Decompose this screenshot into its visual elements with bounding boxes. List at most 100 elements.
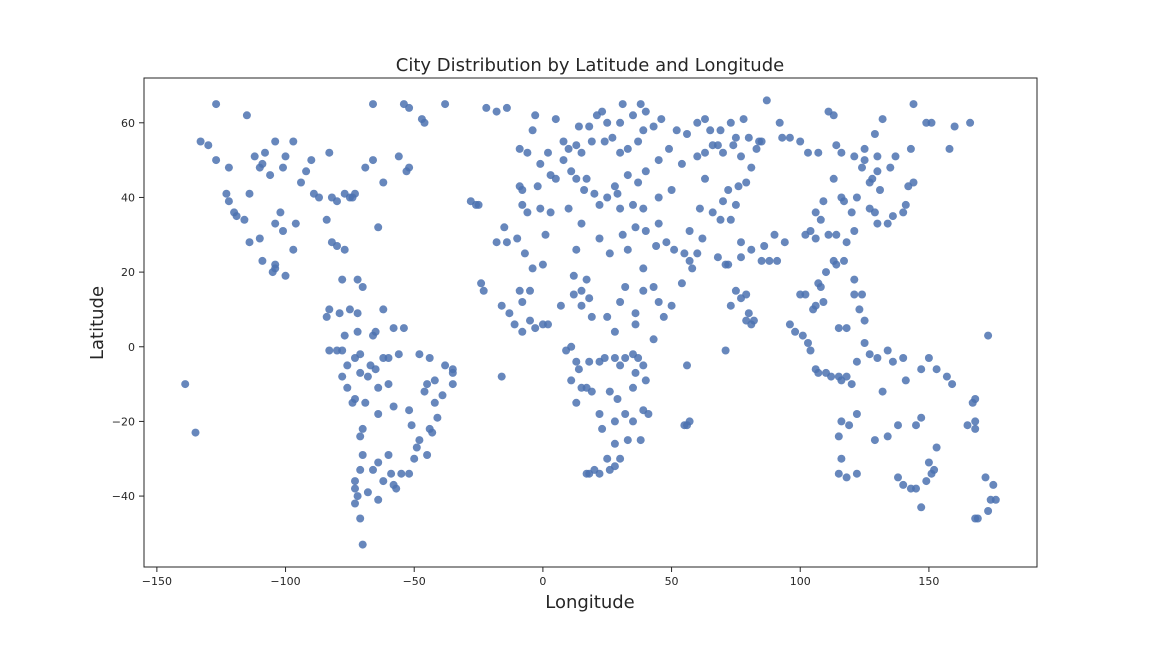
data-point	[482, 103, 491, 112]
data-point	[567, 167, 576, 176]
data-point	[829, 111, 838, 120]
data-point	[888, 357, 897, 366]
data-point	[701, 115, 709, 124]
data-point	[860, 316, 869, 325]
data-point	[289, 245, 298, 254]
data-point	[271, 260, 280, 269]
data-point	[827, 372, 836, 381]
data-point	[307, 156, 316, 165]
data-point	[634, 178, 643, 187]
data-point	[883, 432, 892, 441]
points-layer	[181, 96, 1000, 549]
data-point	[927, 118, 936, 127]
data-point	[551, 115, 560, 124]
data-point	[405, 406, 414, 415]
data-point	[502, 238, 511, 247]
data-point	[559, 156, 568, 165]
data-point	[369, 100, 377, 109]
data-point	[693, 152, 702, 161]
data-point	[878, 115, 887, 124]
data-point	[379, 477, 388, 486]
data-point	[860, 339, 869, 347]
data-point	[289, 137, 298, 146]
data-point	[374, 383, 383, 392]
data-point	[276, 208, 285, 217]
data-point	[654, 156, 663, 165]
data-point	[358, 424, 367, 433]
data-point	[731, 286, 740, 295]
data-point	[850, 275, 859, 284]
data-point	[613, 395, 622, 403]
data-point	[577, 148, 586, 157]
data-point	[739, 115, 748, 124]
data-point	[713, 253, 722, 262]
data-point	[567, 376, 576, 385]
data-point	[623, 144, 632, 153]
data-point	[816, 215, 825, 224]
data-point	[747, 245, 756, 254]
data-point	[600, 354, 609, 362]
data-point	[340, 331, 349, 340]
data-point	[261, 148, 269, 157]
y-tick-label: 40	[121, 191, 135, 204]
data-point	[603, 118, 612, 127]
data-point	[361, 398, 370, 407]
data-point	[356, 465, 365, 474]
data-point	[325, 148, 334, 157]
data-point	[685, 227, 694, 235]
data-point	[492, 238, 501, 247]
data-point	[909, 100, 918, 109]
data-point	[577, 301, 586, 310]
data-point	[569, 290, 578, 299]
data-point	[721, 346, 730, 355]
data-point	[477, 279, 486, 288]
data-point	[250, 152, 259, 161]
data-point	[610, 417, 619, 426]
data-point	[806, 346, 815, 355]
data-point	[742, 178, 751, 187]
data-point	[695, 204, 704, 213]
data-point	[325, 305, 334, 314]
data-point	[356, 432, 365, 441]
data-point	[912, 421, 920, 430]
data-point	[266, 171, 275, 180]
data-point	[873, 167, 882, 176]
data-point	[353, 327, 362, 336]
data-point	[623, 171, 632, 180]
data-point	[942, 372, 951, 381]
data-point	[353, 275, 362, 284]
data-point	[618, 230, 627, 239]
data-point	[654, 219, 663, 228]
data-point	[734, 182, 743, 191]
data-point	[796, 137, 805, 146]
data-point	[657, 115, 666, 124]
data-point	[894, 421, 902, 430]
data-point	[641, 167, 650, 176]
data-point	[837, 148, 846, 157]
data-point	[546, 171, 555, 180]
data-point	[886, 163, 895, 172]
data-point	[636, 100, 645, 109]
data-point	[407, 421, 416, 430]
data-point	[526, 316, 534, 325]
data-point	[847, 208, 856, 217]
data-point	[577, 286, 586, 295]
data-point	[497, 301, 506, 310]
data-point	[755, 137, 764, 146]
data-point	[680, 421, 689, 430]
data-point	[644, 410, 653, 418]
data-point	[374, 223, 383, 232]
data-point	[726, 215, 735, 224]
data-point	[924, 354, 933, 362]
data-point	[595, 234, 604, 243]
data-point	[351, 499, 359, 508]
data-point	[677, 279, 686, 288]
data-point	[824, 230, 833, 239]
plot-frame	[143, 77, 1038, 568]
data-point	[356, 350, 365, 359]
data-point	[819, 197, 828, 206]
data-point	[837, 417, 846, 426]
data-point	[981, 473, 990, 482]
data-point	[842, 372, 851, 381]
data-point	[564, 204, 573, 213]
